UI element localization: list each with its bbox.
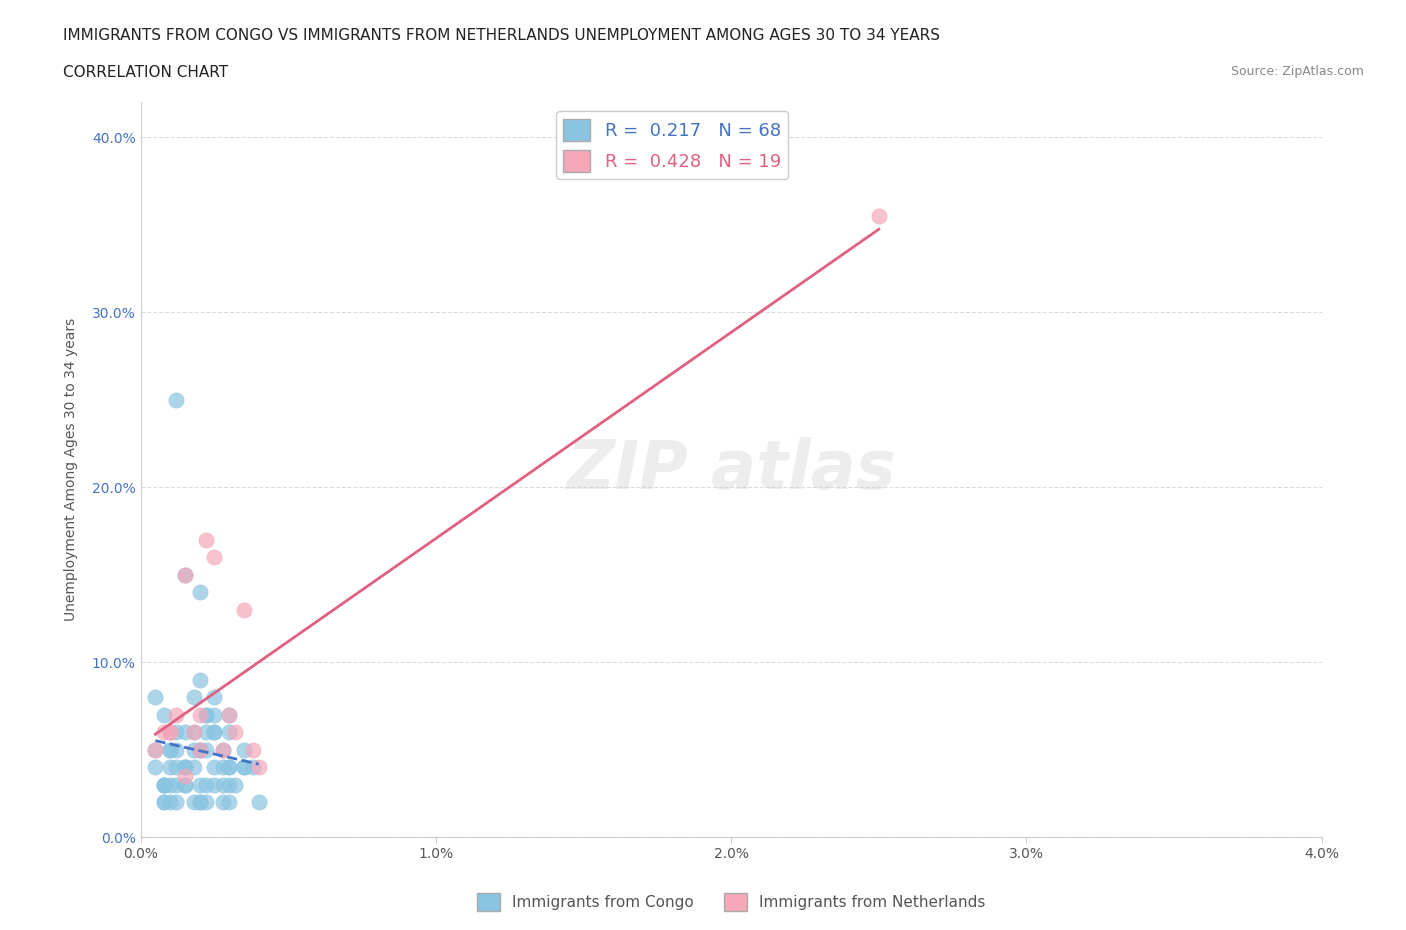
Point bbox=[145, 742, 166, 757]
Point bbox=[174, 567, 197, 582]
Point bbox=[153, 777, 176, 792]
Point bbox=[242, 742, 264, 757]
Point bbox=[188, 742, 211, 757]
Point bbox=[188, 777, 211, 792]
Point bbox=[165, 794, 187, 809]
Point bbox=[153, 724, 176, 739]
Point bbox=[153, 777, 176, 792]
Point bbox=[224, 777, 246, 792]
Point bbox=[218, 707, 240, 722]
Point bbox=[212, 742, 235, 757]
Text: CORRELATION CHART: CORRELATION CHART bbox=[63, 65, 228, 80]
Point bbox=[194, 707, 217, 722]
Point bbox=[194, 777, 217, 792]
Point bbox=[174, 724, 197, 739]
Point bbox=[233, 602, 256, 617]
Point bbox=[188, 585, 211, 600]
Point bbox=[224, 724, 246, 739]
Point bbox=[202, 724, 225, 739]
Point bbox=[194, 794, 217, 809]
Point bbox=[218, 760, 240, 775]
Point bbox=[194, 707, 217, 722]
Point bbox=[202, 777, 225, 792]
Point bbox=[233, 760, 256, 775]
Point bbox=[247, 794, 270, 809]
Point bbox=[188, 794, 211, 809]
Point bbox=[233, 760, 256, 775]
Point bbox=[174, 777, 197, 792]
Point bbox=[183, 794, 205, 809]
Point bbox=[174, 567, 197, 582]
Point bbox=[194, 532, 217, 547]
Point bbox=[218, 724, 240, 739]
Point bbox=[218, 794, 240, 809]
Point bbox=[159, 724, 181, 739]
Legend: Immigrants from Congo, Immigrants from Netherlands: Immigrants from Congo, Immigrants from N… bbox=[471, 886, 991, 918]
Point bbox=[202, 707, 225, 722]
Y-axis label: Unemployment Among Ages 30 to 34 years: Unemployment Among Ages 30 to 34 years bbox=[65, 318, 77, 621]
Text: ZIP atlas: ZIP atlas bbox=[567, 437, 896, 502]
Point bbox=[218, 707, 240, 722]
Point bbox=[188, 742, 211, 757]
Point bbox=[174, 760, 197, 775]
Text: IMMIGRANTS FROM CONGO VS IMMIGRANTS FROM NETHERLANDS UNEMPLOYMENT AMONG AGES 30 : IMMIGRANTS FROM CONGO VS IMMIGRANTS FROM… bbox=[63, 28, 941, 43]
Point bbox=[165, 777, 187, 792]
Point bbox=[212, 794, 235, 809]
Point bbox=[188, 672, 211, 687]
Point bbox=[212, 760, 235, 775]
Point bbox=[174, 760, 197, 775]
Point bbox=[218, 760, 240, 775]
Point bbox=[183, 742, 205, 757]
Point bbox=[194, 742, 217, 757]
Point bbox=[188, 707, 211, 722]
Point bbox=[202, 550, 225, 565]
Point bbox=[202, 760, 225, 775]
Point bbox=[174, 768, 197, 783]
Point bbox=[153, 794, 176, 809]
Point bbox=[165, 392, 187, 407]
Point bbox=[165, 707, 187, 722]
Point bbox=[242, 760, 264, 775]
Point bbox=[153, 794, 176, 809]
Point bbox=[247, 760, 270, 775]
Point bbox=[202, 724, 225, 739]
Point bbox=[165, 724, 187, 739]
Point bbox=[159, 742, 181, 757]
Text: Source: ZipAtlas.com: Source: ZipAtlas.com bbox=[1230, 65, 1364, 78]
Point bbox=[212, 777, 235, 792]
Point bbox=[174, 760, 197, 775]
Point bbox=[159, 794, 181, 809]
Point bbox=[165, 760, 187, 775]
Point bbox=[868, 208, 890, 223]
Point bbox=[159, 742, 181, 757]
Point bbox=[183, 690, 205, 705]
Point bbox=[188, 742, 211, 757]
Point bbox=[202, 690, 225, 705]
Point bbox=[159, 760, 181, 775]
Point bbox=[159, 724, 181, 739]
Point bbox=[145, 690, 166, 705]
Point bbox=[174, 777, 197, 792]
Point bbox=[212, 742, 235, 757]
Point bbox=[188, 794, 211, 809]
Point bbox=[183, 724, 205, 739]
Point bbox=[194, 724, 217, 739]
Point bbox=[233, 742, 256, 757]
Point bbox=[183, 724, 205, 739]
Point bbox=[159, 724, 181, 739]
Point bbox=[159, 777, 181, 792]
Point bbox=[153, 777, 176, 792]
Point bbox=[183, 760, 205, 775]
Point bbox=[145, 760, 166, 775]
Point bbox=[165, 742, 187, 757]
Point bbox=[153, 707, 176, 722]
Point bbox=[218, 777, 240, 792]
Point bbox=[145, 742, 166, 757]
